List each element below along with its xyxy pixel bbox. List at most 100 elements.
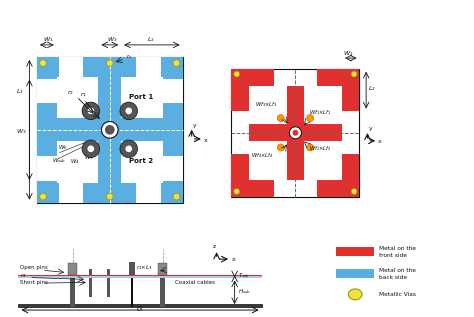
Text: $T_{sub}$: $T_{sub}$ bbox=[238, 271, 250, 280]
Circle shape bbox=[351, 189, 357, 194]
Text: Metal on the: Metal on the bbox=[379, 268, 416, 273]
Bar bbox=[317, 69, 359, 86]
Text: $Wf_2{\times}Lf_2$: $Wf_2{\times}Lf_2$ bbox=[309, 144, 331, 153]
Bar bbox=[160, 277, 165, 307]
Circle shape bbox=[82, 140, 100, 158]
Text: Metallic Vias: Metallic Vias bbox=[379, 292, 416, 297]
Text: $Wf_3{\times}Lf_3$: $Wf_3{\times}Lf_3$ bbox=[255, 100, 278, 109]
Circle shape bbox=[82, 102, 100, 120]
Circle shape bbox=[107, 60, 113, 67]
Text: $W_2$: $W_2$ bbox=[107, 35, 117, 44]
Text: $W_1$: $W_1$ bbox=[344, 49, 354, 58]
Bar bbox=[59, 57, 83, 77]
Circle shape bbox=[126, 146, 132, 152]
Text: Metal on the: Metal on the bbox=[379, 246, 416, 251]
Bar bbox=[163, 57, 182, 203]
Bar bbox=[37, 79, 57, 103]
Bar bbox=[342, 154, 359, 197]
Text: Short pins: Short pins bbox=[20, 280, 48, 285]
Text: $r_v$: $r_v$ bbox=[126, 52, 132, 61]
Bar bbox=[18, 275, 262, 276]
Bar bbox=[231, 69, 249, 112]
Bar bbox=[130, 277, 133, 307]
Circle shape bbox=[351, 71, 357, 77]
Bar bbox=[231, 179, 274, 197]
Text: $W_3$: $W_3$ bbox=[17, 127, 27, 136]
Bar bbox=[342, 69, 359, 112]
Text: Coaxial cables: Coaxial cables bbox=[175, 280, 215, 285]
Circle shape bbox=[120, 102, 137, 120]
Bar bbox=[18, 276, 262, 277]
Text: $W_4$: $W_4$ bbox=[70, 157, 80, 166]
Bar bbox=[37, 57, 57, 203]
Text: $W_6$: $W_6$ bbox=[58, 144, 68, 152]
Bar bbox=[158, 263, 167, 275]
Circle shape bbox=[88, 146, 94, 152]
Circle shape bbox=[173, 60, 180, 67]
Text: y: y bbox=[369, 126, 373, 131]
Circle shape bbox=[348, 289, 362, 300]
Circle shape bbox=[234, 71, 240, 77]
Text: $W_1$: $W_1$ bbox=[43, 35, 54, 44]
Text: $Wf_1{\times}Lf_1$: $Wf_1{\times}Lf_1$ bbox=[309, 108, 331, 117]
Bar bbox=[249, 124, 342, 141]
Circle shape bbox=[107, 193, 113, 200]
Text: $W_{sub}$: $W_{sub}$ bbox=[52, 156, 66, 165]
Bar bbox=[231, 69, 359, 197]
Circle shape bbox=[88, 107, 94, 114]
Circle shape bbox=[40, 60, 46, 67]
Text: y: y bbox=[193, 123, 197, 128]
Bar bbox=[231, 154, 249, 197]
Text: $L_2$: $L_2$ bbox=[368, 84, 376, 93]
Text: front side: front side bbox=[379, 253, 407, 258]
Bar bbox=[68, 263, 77, 275]
Bar bbox=[287, 86, 304, 179]
Circle shape bbox=[101, 121, 118, 138]
Bar bbox=[37, 57, 182, 77]
Text: x: x bbox=[204, 138, 208, 143]
Bar bbox=[163, 156, 182, 181]
Bar bbox=[137, 183, 161, 203]
Bar bbox=[18, 304, 262, 307]
Text: $r_3{\times}L_3$: $r_3{\times}L_3$ bbox=[136, 263, 152, 272]
Circle shape bbox=[40, 193, 46, 200]
Bar bbox=[231, 69, 274, 86]
Bar bbox=[37, 57, 182, 203]
Circle shape bbox=[105, 125, 115, 135]
Text: Port 2: Port 2 bbox=[129, 158, 154, 164]
Text: $W_5$: $W_5$ bbox=[84, 153, 93, 162]
Bar bbox=[336, 247, 374, 256]
Text: x: x bbox=[232, 257, 236, 262]
Bar bbox=[99, 77, 121, 183]
Text: Port 1: Port 1 bbox=[129, 94, 154, 100]
Text: $L_2$: $L_2$ bbox=[147, 35, 155, 44]
Circle shape bbox=[277, 115, 284, 122]
Text: back side: back side bbox=[379, 275, 407, 280]
Bar bbox=[59, 183, 83, 203]
Bar bbox=[89, 268, 92, 275]
Circle shape bbox=[307, 144, 314, 151]
Text: z: z bbox=[213, 244, 216, 249]
Text: $G$: $G$ bbox=[137, 304, 144, 313]
Bar bbox=[107, 268, 110, 275]
Bar bbox=[37, 156, 57, 181]
Circle shape bbox=[277, 144, 284, 151]
Circle shape bbox=[234, 189, 240, 194]
Circle shape bbox=[307, 115, 314, 122]
Bar bbox=[107, 277, 110, 297]
Bar bbox=[37, 183, 182, 203]
Bar bbox=[336, 269, 374, 278]
Bar bbox=[70, 277, 75, 307]
Text: $r_4$: $r_4$ bbox=[20, 272, 27, 281]
Bar bbox=[137, 57, 161, 77]
Text: $L_1$: $L_1$ bbox=[17, 87, 24, 96]
Bar bbox=[57, 119, 163, 141]
Text: $r_1$: $r_1$ bbox=[80, 90, 87, 99]
Circle shape bbox=[290, 127, 301, 139]
Text: $H_{sub}$: $H_{sub}$ bbox=[238, 287, 251, 296]
Bar bbox=[317, 179, 359, 197]
Text: x: x bbox=[378, 139, 382, 145]
Bar bbox=[89, 277, 92, 297]
Circle shape bbox=[126, 107, 132, 114]
Text: $Wf_4{\times}Lf_4$: $Wf_4{\times}Lf_4$ bbox=[251, 151, 274, 160]
